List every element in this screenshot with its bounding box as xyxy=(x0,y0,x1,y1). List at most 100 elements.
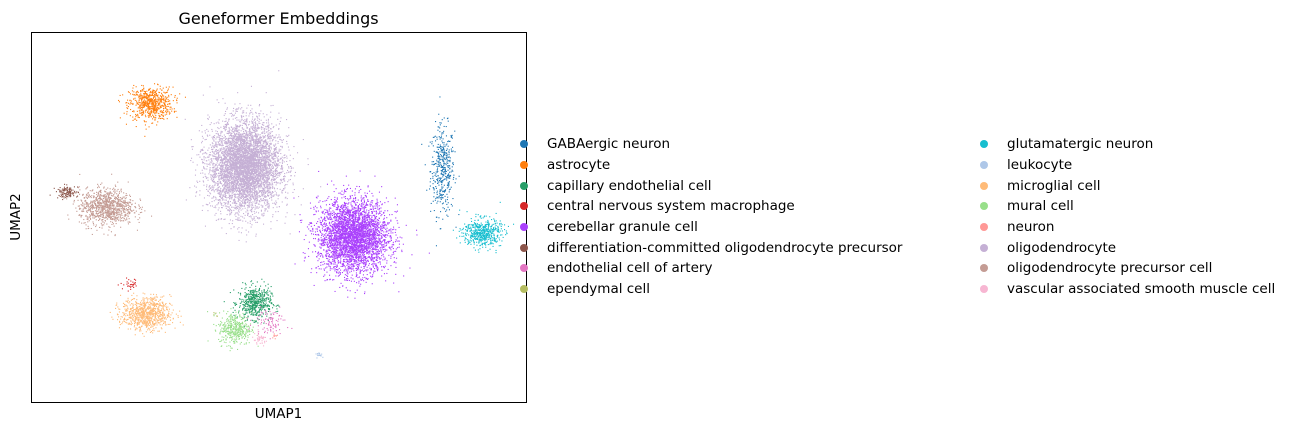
data-point xyxy=(447,145,449,147)
data-point xyxy=(356,245,358,247)
data-point xyxy=(437,180,439,182)
data-point xyxy=(340,261,342,263)
data-point xyxy=(374,221,376,223)
data-point xyxy=(449,175,451,177)
data-point xyxy=(133,111,135,113)
data-point xyxy=(307,248,309,250)
data-point xyxy=(439,159,441,161)
data-point xyxy=(345,236,347,238)
data-point xyxy=(364,265,366,267)
data-point xyxy=(335,209,337,211)
data-point xyxy=(367,227,369,229)
data-point xyxy=(324,218,326,220)
data-point xyxy=(368,222,370,224)
data-point xyxy=(345,287,347,289)
data-point xyxy=(349,271,351,273)
data-point xyxy=(165,86,167,88)
data-point xyxy=(366,270,368,272)
data-point xyxy=(320,222,322,224)
data-point xyxy=(369,239,371,241)
data-point xyxy=(261,306,263,308)
data-point xyxy=(450,136,452,138)
data-point xyxy=(176,116,178,118)
data-point xyxy=(375,244,377,246)
data-point xyxy=(325,220,327,222)
data-point xyxy=(321,225,323,227)
data-point xyxy=(328,228,330,230)
data-point xyxy=(328,232,330,234)
data-point xyxy=(272,295,274,297)
data-point xyxy=(331,247,333,249)
data-point xyxy=(365,240,367,242)
data-point xyxy=(351,258,353,260)
data-point xyxy=(341,251,343,253)
data-point xyxy=(327,244,329,246)
data-point xyxy=(133,91,135,93)
data-point xyxy=(347,217,349,219)
data-point xyxy=(380,226,382,228)
data-point xyxy=(392,251,394,253)
data-point xyxy=(315,234,317,236)
data-point xyxy=(245,320,247,322)
data-point xyxy=(442,179,444,181)
data-point xyxy=(389,214,391,216)
data-point xyxy=(342,265,344,267)
data-point xyxy=(350,247,352,249)
data-point xyxy=(353,234,355,236)
data-point xyxy=(357,277,359,279)
data-point xyxy=(389,229,391,231)
data-point xyxy=(335,258,337,260)
data-point xyxy=(372,243,374,245)
data-point xyxy=(142,113,144,115)
data-point xyxy=(426,189,428,191)
data-point xyxy=(157,107,159,109)
data-point xyxy=(375,217,377,219)
data-point xyxy=(446,165,448,167)
data-point xyxy=(371,241,373,243)
data-point xyxy=(395,239,397,241)
data-point xyxy=(142,101,144,103)
data-point xyxy=(449,159,451,161)
data-point xyxy=(326,246,328,248)
data-point xyxy=(259,298,261,300)
data-point xyxy=(340,237,342,239)
data-point xyxy=(366,246,368,248)
data-point xyxy=(376,203,378,205)
data-point xyxy=(313,244,315,246)
data-point xyxy=(153,101,155,103)
data-point xyxy=(441,170,443,172)
data-point xyxy=(345,204,347,206)
data-point xyxy=(322,235,324,237)
data-point xyxy=(353,251,355,253)
data-point xyxy=(440,170,442,172)
data-point xyxy=(448,165,450,167)
data-point xyxy=(129,284,131,286)
data-point xyxy=(448,175,450,177)
data-point xyxy=(154,83,156,85)
data-point xyxy=(159,99,161,101)
data-point xyxy=(363,199,365,201)
data-point xyxy=(142,111,144,113)
data-point xyxy=(352,252,354,254)
data-point xyxy=(433,189,435,191)
data-point xyxy=(159,85,161,87)
data-point xyxy=(375,207,377,209)
data-point xyxy=(344,226,346,228)
data-point xyxy=(329,224,331,226)
data-point xyxy=(169,103,171,105)
data-point xyxy=(260,285,262,287)
data-point xyxy=(444,173,446,175)
data-point xyxy=(259,297,261,299)
data-point xyxy=(169,106,171,108)
data-point xyxy=(153,112,155,114)
data-point xyxy=(377,234,379,236)
data-point xyxy=(393,244,395,246)
data-point xyxy=(248,293,250,295)
data-point xyxy=(349,196,351,198)
data-point xyxy=(352,278,354,280)
data-point xyxy=(355,226,357,228)
data-point xyxy=(255,299,257,301)
data-point xyxy=(266,315,268,317)
data-point xyxy=(352,267,354,269)
data-point xyxy=(347,233,349,235)
